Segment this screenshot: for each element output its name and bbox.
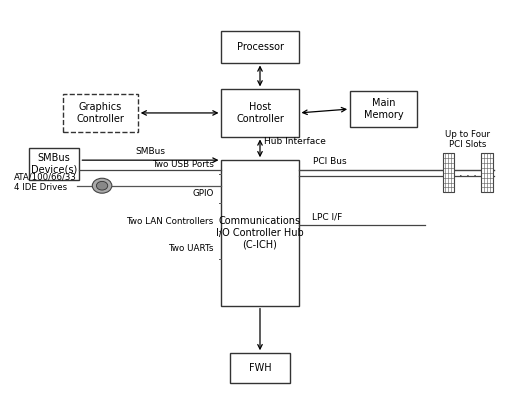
Text: Communications
I/O Controller Hub
(C-ICH): Communications I/O Controller Hub (C-ICH… [216,216,304,249]
Text: Host
Controller: Host Controller [236,102,284,124]
Ellipse shape [96,182,108,190]
Text: ATA/100/66/33
4 IDE Drives: ATA/100/66/33 4 IDE Drives [14,173,77,192]
Text: Processor: Processor [237,42,283,52]
Text: PCI Bus: PCI Bus [313,157,346,166]
Text: SMBus: SMBus [135,147,165,156]
Text: FWH: FWH [249,363,271,373]
Text: Two USB Ports: Two USB Ports [152,160,214,169]
Text: Hub Interface: Hub Interface [264,137,326,146]
Text: SMBus
Device(s): SMBus Device(s) [31,153,77,175]
Text: Main
Memory: Main Memory [363,98,404,120]
FancyBboxPatch shape [222,160,298,306]
Text: GPIO: GPIO [192,189,214,198]
Text: . . .: . . . [459,168,476,178]
Ellipse shape [92,178,112,193]
Text: Graphics
Controller: Graphics Controller [76,102,124,124]
Bar [443,153,454,192]
Bar [481,153,492,192]
Text: Two LAN Controllers: Two LAN Controllers [126,217,214,226]
Text: Up to Four
PCI Slots: Up to Four PCI Slots [445,130,490,149]
FancyBboxPatch shape [222,89,298,136]
FancyBboxPatch shape [350,91,417,127]
FancyBboxPatch shape [63,94,138,132]
FancyBboxPatch shape [222,31,298,63]
FancyBboxPatch shape [230,353,290,383]
FancyBboxPatch shape [29,148,80,180]
Text: LPC I/F: LPC I/F [312,212,342,221]
Text: Two UARTs: Two UARTs [168,245,214,253]
